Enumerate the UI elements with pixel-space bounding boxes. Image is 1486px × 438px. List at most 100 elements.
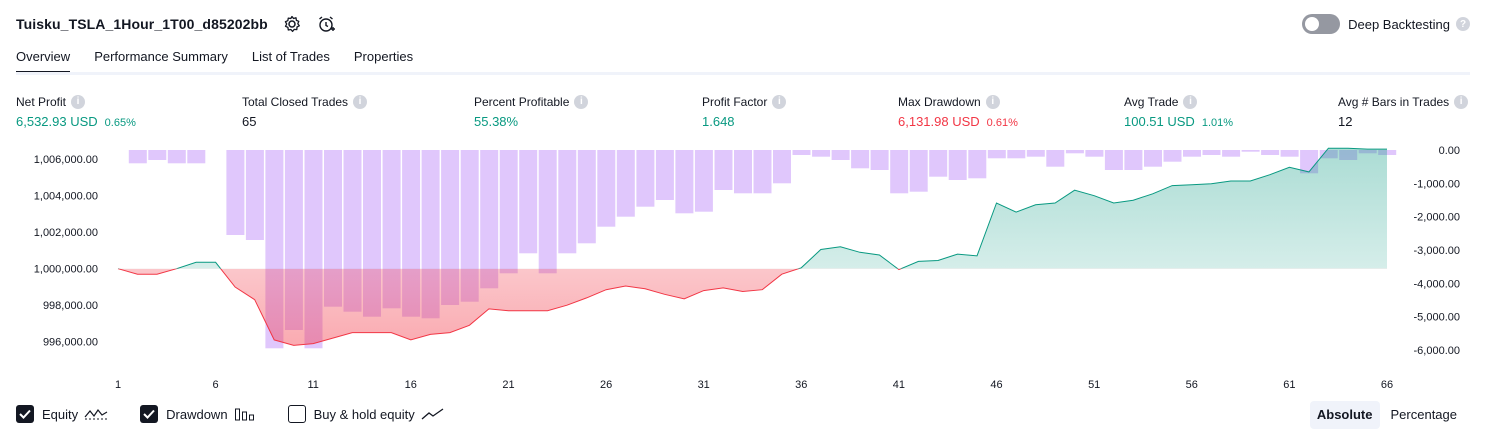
drawdown-bar [1163, 150, 1182, 162]
metric-label: Avg # Bars in Trades [1338, 94, 1450, 109]
drawdown-bar [597, 150, 616, 227]
x-axis-tick: 11 [307, 379, 318, 391]
drawdown-bar [909, 150, 928, 192]
metric-value: 1.648 [702, 114, 735, 129]
deep-backtesting-toggle[interactable] [1302, 14, 1341, 34]
tab-list-of-trades[interactable]: List of Trades [251, 49, 330, 64]
x-axis-tick: 46 [990, 379, 1002, 391]
drawdown-bar [499, 150, 518, 274]
right-axis-tick: -4,000.00 [1414, 278, 1460, 290]
drawdown-bar [1202, 150, 1221, 155]
legend-equity[interactable]: Equity [16, 405, 108, 423]
toggle-knob [1305, 17, 1320, 31]
left-axis-tick: 1,002,000.00 [34, 227, 98, 239]
chart-legend: Equity Drawdown Buy & hold equity [16, 402, 477, 426]
drawdown-bar [773, 150, 791, 184]
left-axis-tick: 1,000,000.00 [34, 264, 98, 276]
right-axis-tick: -3,000.00 [1414, 245, 1460, 257]
metric-label: Net Profit [16, 94, 67, 109]
drawdown-bar [441, 150, 460, 305]
help-icon[interactable]: i [71, 94, 86, 109]
metric-avg-trade: Avg Trade i 100.51 USD 1.01% [1124, 94, 1233, 129]
tabs-divider [16, 72, 1470, 75]
left-axis-tick: 998,000.00 [43, 300, 98, 312]
absolute-button[interactable]: Absolute [1309, 401, 1380, 429]
help-icon[interactable]: i [574, 94, 589, 109]
equity-loss-area [118, 268, 1387, 346]
drawdown-bar [792, 150, 811, 155]
drawdown-bar [1183, 150, 1201, 157]
drawdown-bar [538, 150, 557, 274]
drawdown-bar [1222, 150, 1241, 157]
x-axis-tick: 61 [1283, 379, 1295, 391]
drawdown-bar [890, 150, 909, 194]
drawdown-bar [148, 150, 167, 160]
metric-net-profit: Net Profit i 6,532.93 USD 0.65% [16, 94, 136, 129]
strategy-title: Tuisku_TSLA_1Hour_1T00_d85202bb [16, 16, 268, 32]
drawdown-bar [167, 150, 186, 164]
drawdown-bar [812, 150, 831, 157]
metric-percent: 0.61% [986, 117, 1018, 129]
drawdown-bar [577, 150, 596, 244]
drawdown-bar [929, 150, 948, 177]
equity-drawdown-chart[interactable]: 1,006,000.00 1,004,000.00 1,002,000.00 1,00… [0, 140, 1486, 392]
drawdown-bar [1144, 150, 1162, 167]
x-axis-tick: 41 [893, 379, 905, 391]
drawdown-bar [519, 150, 538, 254]
metric-percent: 0.65% [104, 117, 136, 129]
tab-performance-summary[interactable]: Performance Summary [94, 49, 228, 64]
help-icon[interactable]: i [1183, 94, 1198, 109]
metric-value: 100.51 USD [1124, 114, 1195, 129]
legend-label: Buy & hold equity [313, 406, 415, 422]
drawdown-bar [968, 150, 987, 179]
tab-properties[interactable]: Properties [353, 49, 414, 64]
drawdown-bar [460, 150, 479, 302]
equity-areas [118, 148, 1387, 346]
percentage-button[interactable]: Percentage [1390, 407, 1458, 422]
left-axis-labels: 1,006,000.00 1,004,000.00 1,002,000.00 1,00… [34, 154, 98, 349]
drawdown-bar [1085, 150, 1104, 157]
metric-label: Avg Trade [1124, 94, 1179, 109]
legend-buy-hold[interactable]: Buy & hold equity [287, 405, 445, 423]
drawdown-bar [753, 150, 772, 194]
equity-checkbox[interactable] [16, 405, 34, 423]
right-axis-tick: -1,000.00 [1414, 178, 1460, 190]
drawdown-bar [714, 150, 733, 190]
legend-drawdown[interactable]: Drawdown [140, 405, 255, 423]
metric-percent: 1.01% [1201, 117, 1234, 129]
help-icon[interactable]: ? [1456, 17, 1470, 31]
drawdown-bar [616, 150, 635, 217]
x-axis-tick: 26 [600, 379, 612, 391]
help-icon[interactable]: i [985, 94, 1000, 109]
metric-value: 6,532.93 USD [16, 114, 98, 129]
buy-hold-checkbox[interactable] [287, 405, 306, 423]
help-icon[interactable]: i [1454, 94, 1469, 109]
metric-total-closed-trades: Total Closed Trades i 65 [242, 94, 368, 129]
gear-icon[interactable] [282, 14, 302, 34]
drawdown-bar [324, 150, 342, 307]
drawdown-bar [1007, 150, 1026, 159]
report-header: Tuisku_TSLA_1Hour_1T00_d85202bb [16, 12, 336, 36]
help-icon[interactable]: i [772, 94, 787, 109]
drawdown-bar [1065, 150, 1084, 154]
x-axis-tick: 1 [115, 379, 121, 391]
metric-value: 55.38% [474, 114, 519, 129]
drawdown-checkbox[interactable] [140, 405, 159, 423]
drawdown-bar [636, 150, 655, 207]
drawdown-bar [245, 150, 264, 240]
help-icon[interactable]: i [353, 94, 368, 109]
metric-value: 6,131.98 USD [898, 114, 980, 129]
left-axis-tick: 1,004,000.00 [34, 191, 98, 203]
metric-label: Total Closed Trades [242, 94, 349, 109]
tab-overview[interactable]: Overview [16, 44, 71, 74]
drawdown-bar [734, 150, 752, 194]
equity-line-icon [84, 407, 108, 421]
legend-label: Equity [42, 406, 79, 422]
x-axis-tick: 51 [1088, 379, 1100, 391]
right-axis-tick: -5,000.00 [1414, 312, 1460, 324]
metric-value: 12 [1338, 114, 1353, 129]
alarm-clock-plus-icon[interactable] [316, 14, 336, 34]
equity-line [117, 147, 1387, 346]
report-tabs: Overview Performance Summary List of Tra… [16, 44, 437, 74]
metric-label: Profit Factor [702, 94, 768, 109]
